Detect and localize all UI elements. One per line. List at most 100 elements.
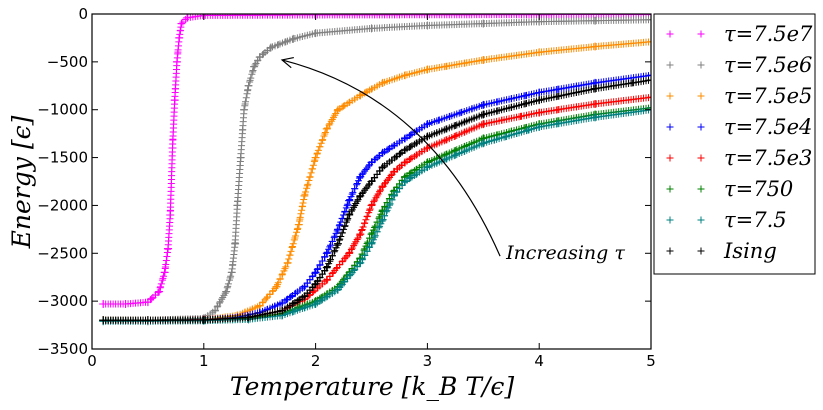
data-point — [345, 196, 354, 205]
data-point — [442, 62, 450, 70]
data-point — [236, 153, 245, 162]
data-point — [156, 284, 164, 292]
data-point — [287, 247, 295, 255]
data-point — [591, 99, 600, 108]
data-point — [524, 126, 532, 134]
data-point — [342, 253, 350, 261]
data-point — [242, 98, 250, 106]
data-point — [243, 90, 251, 98]
data-point — [327, 241, 335, 249]
data-point — [451, 122, 459, 130]
data-point — [289, 240, 297, 248]
data-point — [251, 61, 259, 69]
data-point — [356, 230, 365, 239]
data-point — [521, 92, 529, 100]
data-point — [418, 167, 426, 175]
legend-marker — [666, 247, 674, 255]
data-point — [366, 205, 374, 213]
legend-entry: τ=750 — [666, 177, 793, 201]
series-τ=7.5e5 — [99, 37, 651, 325]
data-point — [361, 251, 369, 259]
data-point — [266, 290, 274, 298]
y-tick-label: −1500 — [37, 149, 88, 167]
data-point — [321, 128, 329, 136]
data-point — [241, 102, 249, 110]
data-point — [353, 181, 361, 189]
arrow-head-icon — [280, 56, 294, 69]
data-point — [326, 272, 334, 280]
data-point — [294, 220, 303, 229]
data-point — [278, 271, 286, 279]
data-point — [317, 296, 325, 304]
axis-ticks: 0 1 2 3 4 5 0 −500 −1000 −1500 −2000 −2500 −3000 −350… — [37, 5, 656, 370]
data-point — [423, 132, 432, 141]
data-point — [407, 131, 415, 139]
data-point — [367, 201, 376, 210]
data-point — [224, 280, 232, 288]
legend-marker — [666, 30, 674, 38]
data-point — [397, 149, 405, 157]
data-point — [479, 139, 488, 148]
data-point — [479, 19, 488, 28]
data-point — [350, 242, 358, 250]
data-point — [289, 34, 298, 43]
data-point — [359, 223, 367, 231]
data-point — [517, 112, 525, 120]
data-point — [306, 276, 314, 284]
data-point — [323, 124, 331, 132]
data-point — [314, 146, 322, 154]
data-point — [554, 92, 562, 100]
data-point — [647, 76, 651, 85]
data-point — [378, 78, 387, 87]
data-point — [470, 143, 478, 151]
data-point — [255, 301, 264, 310]
data-point — [329, 113, 337, 121]
data-point — [350, 203, 358, 211]
data-point — [451, 151, 459, 159]
data-point — [289, 308, 297, 316]
data-point — [535, 122, 544, 131]
x-tick-label: 3 — [423, 352, 433, 370]
data-point — [535, 88, 544, 97]
data-point — [319, 136, 327, 144]
data-point — [470, 124, 478, 132]
data-point — [164, 244, 173, 253]
data-point — [351, 95, 359, 103]
x-tick-label: 4 — [534, 352, 544, 370]
data-point — [311, 300, 320, 309]
legend-entry: τ=7.5e3 — [666, 146, 812, 170]
legend-marker — [697, 185, 705, 193]
data-point — [308, 165, 316, 173]
data-point — [507, 103, 515, 111]
data-point — [353, 263, 361, 271]
y-tick-label: −3500 — [37, 340, 88, 358]
data-point — [442, 155, 450, 163]
legend-marker — [666, 123, 674, 131]
data-point — [433, 129, 441, 137]
data-point — [362, 242, 370, 250]
legend-label: τ=7.5e4 — [724, 115, 812, 139]
data-point — [307, 169, 315, 177]
data-point — [170, 96, 179, 105]
data-point — [461, 118, 469, 126]
data-point — [160, 268, 169, 277]
data-point — [418, 124, 426, 132]
data-point — [151, 291, 159, 299]
data-point — [280, 267, 288, 275]
data-point — [295, 296, 303, 304]
data-point — [433, 140, 441, 148]
y-axis-label: Energy [ϵ] — [7, 115, 36, 249]
data-point — [554, 120, 562, 128]
data-point — [418, 148, 426, 156]
data-point — [296, 286, 304, 294]
data-point — [451, 132, 459, 140]
data-point — [199, 315, 208, 324]
data-point — [168, 144, 177, 152]
data-point — [344, 200, 352, 208]
data-point — [162, 256, 170, 264]
data-point — [341, 222, 349, 230]
data-point — [363, 247, 371, 255]
data-point — [311, 29, 320, 38]
data-point — [177, 23, 185, 31]
data-point — [300, 292, 309, 301]
